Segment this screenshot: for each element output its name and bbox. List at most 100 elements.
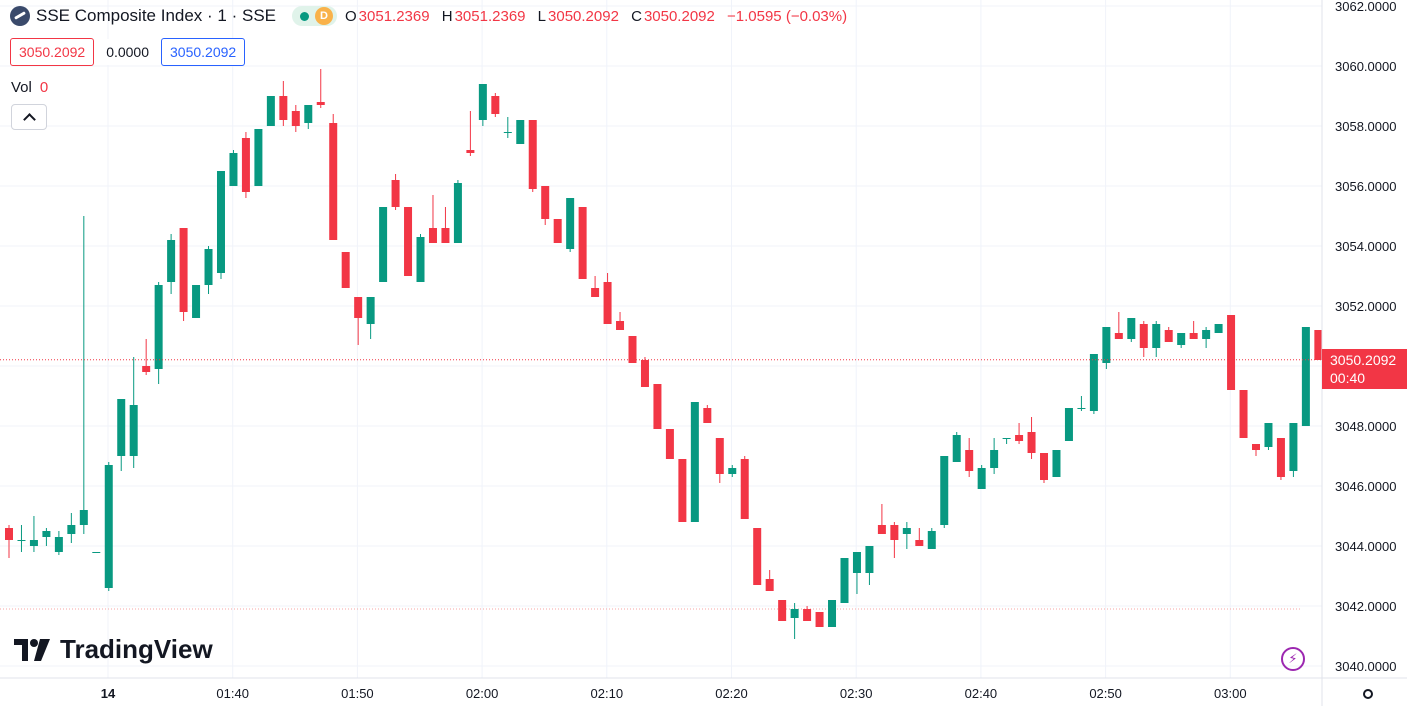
candle-body (1189, 333, 1198, 339)
y-tick-label: 3060.0000 (1335, 59, 1396, 74)
candle (441, 207, 450, 243)
candle (67, 513, 76, 543)
candle-body (740, 459, 749, 519)
candle-body (553, 219, 562, 243)
tradingview-logo[interactable]: TradingView (14, 634, 213, 665)
price-boxes: 3050.2092 0.0000 3050.2092 (10, 38, 246, 66)
change-value: −1.0595 (−0.03%) (727, 7, 848, 25)
candle (1027, 417, 1036, 459)
candle (341, 252, 350, 288)
candle-body (104, 465, 113, 588)
candle-body (665, 429, 674, 459)
candle (703, 405, 712, 423)
x-tick-label: 02:30 (840, 686, 873, 701)
settings-icon[interactable] (1360, 686, 1376, 702)
close-key: C (631, 7, 642, 25)
candle-body (566, 198, 575, 249)
candle-body (1064, 408, 1073, 441)
market-status-pill[interactable]: D (292, 6, 337, 26)
candle-body (179, 228, 188, 312)
candle-body (17, 540, 26, 541)
candle (167, 234, 176, 294)
candle (1077, 396, 1086, 411)
candle-body (877, 525, 886, 534)
candle-body (67, 525, 76, 534)
candle-body (129, 405, 138, 456)
candle-body (1252, 444, 1260, 450)
symbol-title[interactable]: SSE Composite Index · 1 · SSE (36, 6, 276, 25)
candle (1227, 315, 1236, 390)
candle (1239, 390, 1248, 438)
candle-body (167, 240, 176, 282)
ohlc-values: O 3051.2369 H 3051.2369 L 3050.2092 C 3050.2… (345, 8, 855, 25)
volume-label: Vol (11, 79, 32, 96)
high-value: 3051.2369 (454, 7, 526, 25)
candle (678, 459, 687, 522)
candle-body (453, 183, 462, 243)
candle (715, 438, 724, 483)
y-tick-label: 3044.0000 (1335, 539, 1396, 554)
candle (1040, 453, 1049, 483)
candle (1015, 423, 1024, 444)
candle-body (92, 552, 101, 553)
candle (1252, 444, 1260, 456)
candle-body (977, 468, 986, 489)
buy-price-box[interactable]: 3050.2092 (161, 38, 246, 66)
last-price-label: 3050.2092 00:40 (1322, 348, 1407, 389)
low-key: L (537, 7, 547, 25)
candle-body (840, 558, 849, 603)
candle-body (628, 336, 637, 363)
candle (416, 234, 425, 282)
candle (528, 120, 537, 192)
candle (765, 570, 774, 591)
candle-body (316, 102, 325, 105)
candle-body (216, 171, 225, 273)
candle (815, 612, 824, 627)
candle (304, 105, 313, 129)
candle (665, 429, 674, 459)
candle (728, 465, 737, 477)
candle-body (1127, 318, 1136, 339)
market-open-dot-icon (300, 11, 309, 21)
candle (1189, 321, 1198, 339)
candle (329, 114, 338, 240)
x-axis[interactable]: 14 01:40 01:50 02:00 02:10 02:20 02:30 02:40 02:… (0, 677, 1407, 701)
candle (790, 603, 799, 639)
candle-body (1040, 453, 1049, 480)
candlestick-series (5, 69, 1323, 639)
lightning-icon[interactable]: ⚡ (1281, 647, 1305, 671)
brand-name: TradingView (60, 634, 213, 664)
candle-body (1289, 423, 1298, 471)
candle-body (528, 120, 537, 189)
candle (840, 558, 849, 603)
chart-legend: SSE Composite Index · 1 · SSE D O 3051.23… (10, 6, 855, 26)
candle (1114, 312, 1123, 339)
candle (379, 207, 388, 282)
candle-body (728, 468, 737, 474)
sell-price-box[interactable]: 3050.2092 (10, 38, 95, 66)
candle (503, 117, 512, 138)
x-tick-label: 01:50 (341, 686, 374, 701)
candle (541, 186, 550, 225)
candle-body (29, 540, 38, 546)
candle (640, 357, 649, 387)
candle-body (678, 459, 687, 522)
candle (366, 297, 375, 339)
candle (79, 216, 88, 534)
candle-body (790, 609, 799, 618)
candle-body (1027, 432, 1036, 453)
candle-body (1114, 333, 1123, 339)
candle (142, 339, 151, 375)
candle-body (890, 525, 899, 540)
candle-body (266, 96, 275, 126)
candle-body (541, 186, 550, 219)
candle (852, 552, 861, 594)
candle-body (404, 207, 413, 276)
y-tick-label: 3042.0000 (1335, 599, 1396, 614)
candle (117, 399, 126, 471)
candle-body (366, 297, 375, 324)
candle (653, 384, 662, 429)
collapse-legend-button[interactable] (11, 104, 47, 130)
candle (42, 528, 51, 546)
